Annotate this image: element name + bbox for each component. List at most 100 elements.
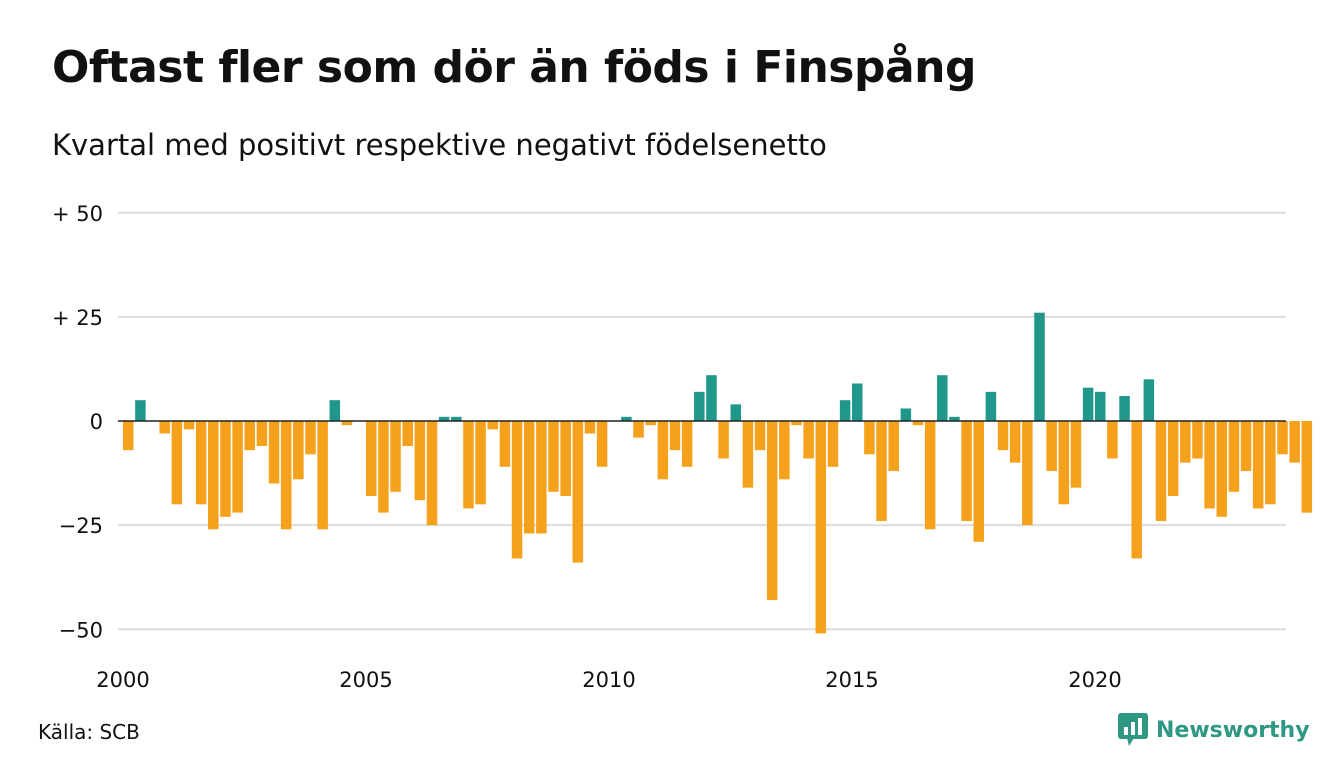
bar bbox=[706, 375, 717, 421]
bar bbox=[1034, 312, 1045, 421]
bar bbox=[766, 421, 778, 601]
bar bbox=[681, 421, 693, 467]
bar bbox=[888, 421, 899, 471]
bar bbox=[183, 421, 195, 430]
bar bbox=[1058, 421, 1070, 505]
bar bbox=[730, 404, 741, 421]
bar bbox=[220, 421, 231, 517]
bar bbox=[536, 421, 547, 534]
bar bbox=[268, 421, 280, 484]
x-tick-label: 2015 bbox=[825, 668, 878, 692]
bar bbox=[864, 421, 875, 455]
bar bbox=[366, 421, 377, 496]
bar bbox=[451, 416, 462, 421]
bar bbox=[329, 400, 341, 421]
bar bbox=[1265, 421, 1276, 505]
bar bbox=[584, 421, 596, 434]
chart-title: Oftast fler som dör än föds i Finspång bbox=[52, 42, 977, 93]
bar bbox=[1009, 421, 1021, 463]
bar bbox=[293, 421, 304, 480]
bar bbox=[1180, 421, 1191, 463]
bar bbox=[839, 400, 851, 421]
bar bbox=[791, 421, 802, 426]
bar bbox=[1070, 421, 1082, 488]
bar bbox=[803, 421, 814, 459]
bar bbox=[232, 421, 243, 513]
y-tick-label: −25 bbox=[59, 514, 103, 538]
bar bbox=[1095, 391, 1106, 422]
bar bbox=[827, 421, 839, 467]
bar bbox=[499, 421, 511, 467]
bar bbox=[779, 421, 790, 480]
bar bbox=[1192, 421, 1203, 459]
bar bbox=[572, 421, 584, 563]
bar bbox=[244, 421, 255, 451]
bar bbox=[475, 421, 486, 505]
bar bbox=[438, 416, 450, 421]
bar bbox=[633, 421, 644, 438]
x-tick-label: 2005 bbox=[339, 668, 392, 692]
bar bbox=[997, 421, 1009, 451]
chart-subtitle: Kvartal med positivt respektive negativt… bbox=[52, 128, 827, 162]
y-tick-label: −50 bbox=[59, 618, 103, 642]
bar bbox=[1022, 421, 1033, 526]
bar bbox=[742, 421, 754, 488]
bar bbox=[523, 421, 535, 534]
bar bbox=[511, 421, 523, 559]
bar bbox=[159, 421, 170, 434]
bar bbox=[548, 421, 559, 492]
bar bbox=[669, 421, 681, 451]
brand-name: Newsworthy bbox=[1156, 717, 1310, 743]
bar bbox=[961, 421, 972, 521]
bar bbox=[1240, 421, 1252, 471]
bar bbox=[414, 421, 426, 501]
bar bbox=[949, 416, 960, 421]
bar bbox=[402, 421, 413, 446]
bar bbox=[718, 421, 729, 459]
bar bbox=[123, 421, 134, 451]
x-tick-label: 2010 bbox=[582, 668, 635, 692]
bar bbox=[135, 400, 146, 421]
bar bbox=[876, 421, 887, 521]
bar bbox=[1119, 396, 1130, 421]
bar bbox=[815, 421, 827, 634]
bar bbox=[280, 421, 292, 530]
y-tick-label: + 25 bbox=[52, 306, 103, 330]
bar bbox=[1131, 421, 1142, 559]
y-tick-label: 0 bbox=[90, 410, 103, 434]
bar bbox=[195, 421, 207, 505]
bar bbox=[973, 421, 984, 542]
bar bbox=[426, 421, 438, 526]
bar bbox=[208, 421, 219, 530]
bar bbox=[463, 421, 474, 509]
bar bbox=[985, 391, 997, 422]
bar bbox=[900, 408, 912, 421]
bar bbox=[694, 391, 705, 422]
bar bbox=[1204, 421, 1215, 509]
bar bbox=[1289, 421, 1300, 463]
bar bbox=[1228, 421, 1240, 492]
bar bbox=[171, 421, 183, 505]
brand-logo: Newsworthy bbox=[1118, 712, 1310, 748]
x-tick-label: 2000 bbox=[96, 668, 149, 692]
newsworthy-logo-icon bbox=[1118, 713, 1148, 746]
bar bbox=[937, 375, 948, 421]
x-tick-label: 2020 bbox=[1068, 668, 1121, 692]
bar bbox=[317, 421, 328, 530]
bar bbox=[341, 421, 353, 426]
bar bbox=[1143, 379, 1155, 421]
bar bbox=[1107, 421, 1118, 459]
bar bbox=[596, 421, 608, 467]
bar bbox=[560, 421, 571, 496]
bar bbox=[390, 421, 401, 492]
bar bbox=[487, 421, 498, 430]
bar bbox=[645, 421, 656, 426]
bar bbox=[1277, 421, 1288, 455]
bar bbox=[1155, 421, 1167, 521]
bar bbox=[305, 421, 316, 455]
bar bbox=[378, 421, 389, 513]
bar bbox=[924, 421, 936, 530]
bar bbox=[1046, 421, 1057, 471]
bar bbox=[912, 421, 924, 426]
